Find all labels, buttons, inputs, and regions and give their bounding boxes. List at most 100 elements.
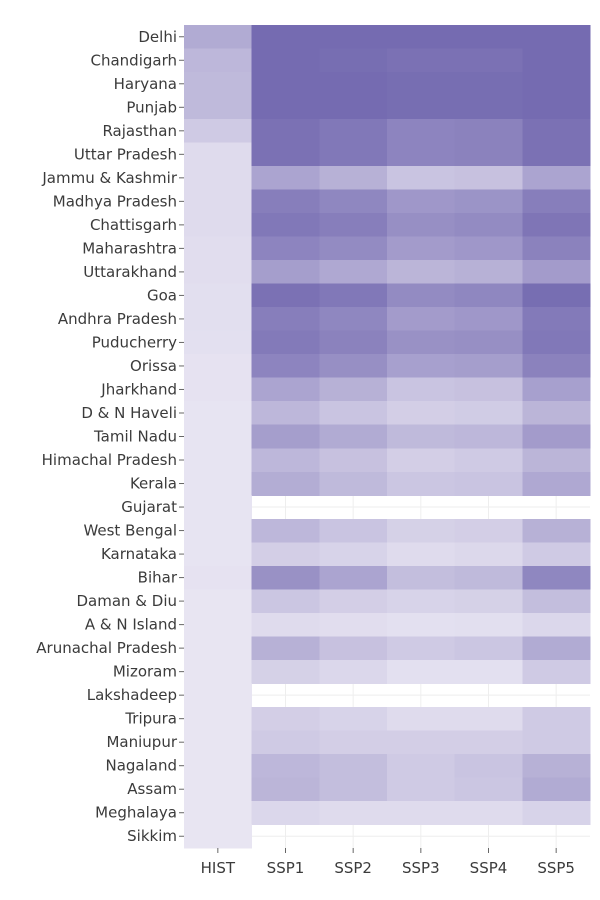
heatmap-cell	[522, 213, 591, 238]
y-tick-label: Haryana	[114, 75, 177, 93]
heatmap-cell	[319, 166, 388, 191]
heatmap-cell	[184, 800, 253, 825]
heatmap-cell	[387, 189, 456, 214]
heatmap-cell	[387, 283, 456, 308]
heatmap-cell	[454, 589, 523, 614]
y-tick-label: Rajasthan	[102, 122, 177, 140]
heatmap-cell	[319, 354, 388, 379]
heatmap-cell	[251, 753, 320, 778]
heatmap-cell	[522, 612, 591, 637]
heatmap-cells	[184, 25, 591, 849]
heatmap-cell	[522, 48, 591, 73]
x-tick-label: SSP1	[267, 859, 305, 877]
heatmap-cell	[454, 72, 523, 97]
heatmap-cell	[319, 471, 388, 496]
heatmap-cell	[522, 659, 591, 684]
heatmap-cell	[184, 706, 253, 731]
heatmap-cell	[387, 565, 456, 590]
y-tick-label: Karnataka	[101, 545, 177, 563]
heatmap-cell	[319, 213, 388, 238]
y-tick-label: Gujarat	[121, 498, 177, 516]
heatmap-cell	[251, 166, 320, 191]
heatmap-cell	[319, 95, 388, 120]
heatmap-cell	[454, 213, 523, 238]
heatmap-cell	[387, 471, 456, 496]
heatmap-cell	[522, 471, 591, 496]
y-tick-label: Orissa	[130, 357, 177, 375]
heatmap-cell	[184, 471, 253, 496]
heatmap-cell	[319, 612, 388, 637]
heatmap-cell	[251, 448, 320, 473]
heatmap-cell	[319, 260, 388, 285]
x-tick-label: SSP4	[470, 859, 508, 877]
heatmap-cell	[251, 142, 320, 167]
heatmap-cell	[387, 119, 456, 144]
heatmap-cell	[251, 800, 320, 825]
heatmap-cell	[184, 72, 253, 97]
heatmap-cell	[319, 706, 388, 731]
heatmap-cell	[251, 636, 320, 661]
heatmap-cell	[522, 518, 591, 543]
heatmap-cell	[522, 565, 591, 590]
heatmap-cell	[319, 777, 388, 802]
heatmap-cell	[319, 659, 388, 684]
heatmap-cell	[387, 142, 456, 167]
heatmap-cell	[251, 424, 320, 449]
heatmap-cell	[319, 448, 388, 473]
heatmap-cell	[387, 730, 456, 755]
y-tick-label: Maniupur	[106, 733, 177, 751]
heatmap-cell	[522, 448, 591, 473]
heatmap-cell	[454, 565, 523, 590]
y-tick-label: West Bengal	[83, 522, 177, 540]
heatmap-cell	[522, 25, 591, 50]
y-tick-label: Nagaland	[105, 757, 177, 775]
heatmap-cell	[387, 636, 456, 661]
y-tick-label: Meghalaya	[95, 804, 177, 822]
heatmap-cell	[184, 166, 253, 191]
heatmap-cell	[387, 777, 456, 802]
heatmap-cell	[522, 119, 591, 144]
heatmap-cell	[319, 636, 388, 661]
heatmap-cell	[184, 354, 253, 379]
heatmap-cell	[319, 189, 388, 214]
heatmap-cell	[319, 589, 388, 614]
y-tick-label: Chattisgarh	[90, 216, 177, 234]
heatmap-cell	[319, 236, 388, 261]
heatmap-cell	[184, 612, 253, 637]
heatmap-cell	[387, 213, 456, 238]
heatmap-cell	[184, 119, 253, 144]
heatmap-cell	[319, 424, 388, 449]
y-tick-label: Daman & Diu	[76, 592, 177, 610]
heatmap-cell	[387, 401, 456, 426]
heatmap-cell	[184, 25, 253, 50]
heatmap-cell	[184, 565, 253, 590]
heatmap-cell	[319, 142, 388, 167]
heatmap-cell	[184, 753, 253, 778]
x-axis: HIST SSP1 SSP2 SSP3 SSP4 SSP5	[201, 848, 575, 877]
heatmap-cell	[454, 612, 523, 637]
heatmap-cell	[454, 448, 523, 473]
heatmap-cell	[251, 330, 320, 355]
heatmap-cell	[387, 518, 456, 543]
heatmap-cell	[251, 95, 320, 120]
heatmap-cell	[522, 542, 591, 567]
heatmap-cell	[522, 377, 591, 402]
heatmap-cell	[454, 518, 523, 543]
heatmap-cell	[522, 142, 591, 167]
heatmap-cell	[184, 307, 253, 332]
x-tick-label: SSP3	[402, 859, 440, 877]
y-tick-label: Bihar	[138, 569, 178, 587]
heatmap-cell	[319, 48, 388, 73]
y-tick-label: Uttar Pradesh	[74, 145, 177, 163]
heatmap-cell	[251, 354, 320, 379]
heatmap-cell	[251, 283, 320, 308]
heatmap-cell	[251, 401, 320, 426]
heatmap-cell	[251, 213, 320, 238]
heatmap-cell	[184, 589, 253, 614]
heatmap-cell	[522, 401, 591, 426]
heatmap-cell	[522, 189, 591, 214]
heatmap-cell	[387, 25, 456, 50]
x-tick-label: SSP5	[537, 859, 575, 877]
y-tick-label: Assam	[127, 780, 177, 798]
